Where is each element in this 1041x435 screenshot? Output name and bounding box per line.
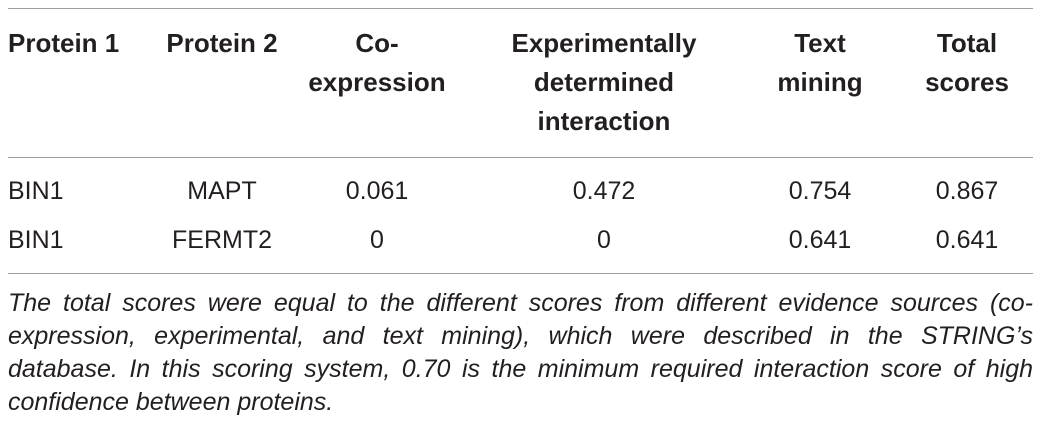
cell-row1-protein-2: MAPT	[187, 177, 257, 205]
cell-row2-protein-1: BIN1	[8, 226, 64, 254]
cell-row1-co-expression: 0.061	[345, 177, 409, 205]
cell-row2-experimental: 0	[597, 226, 611, 254]
header-protein-1: Protein 1	[8, 28, 120, 58]
cell-row1-experimental: 0.472	[572, 177, 636, 205]
header-experimental-interaction: Experimentally determined interaction	[511, 28, 697, 136]
cell-row2-protein-2: FERMT2	[172, 226, 272, 254]
table-bottom-rule	[8, 273, 1033, 274]
header-co-expression: Co- expression	[308, 28, 446, 97]
cell-row1-protein-1: BIN1	[8, 177, 64, 205]
header-total-scores: Total scores	[925, 28, 1009, 97]
cell-row2-total: 0.641	[935, 226, 999, 254]
cell-row1-text-mining: 0.754	[788, 177, 852, 205]
header-protein-2: Protein 2	[166, 28, 278, 58]
table-header-rule	[8, 157, 1033, 158]
cell-row1-total: 0.867	[935, 177, 999, 205]
cell-row2-text-mining: 0.641	[788, 226, 852, 254]
header-text-mining: Text mining	[777, 28, 863, 97]
cell-row2-co-expression: 0	[370, 226, 384, 254]
table-top-rule	[8, 8, 1033, 9]
table-footnote: The total scores were equal to the diffe…	[8, 289, 1033, 416]
